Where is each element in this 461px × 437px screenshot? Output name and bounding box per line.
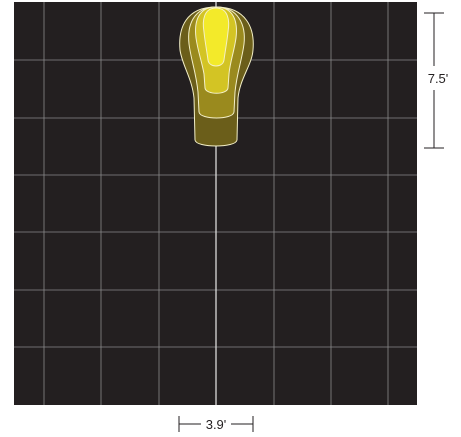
- horizontal-dimension: 3.9': [179, 416, 253, 432]
- vertical-dimension-label: 7.5': [428, 71, 449, 86]
- horizontal-dimension-label: 3.9': [206, 417, 227, 432]
- vertical-dimension: 7.5': [424, 13, 448, 148]
